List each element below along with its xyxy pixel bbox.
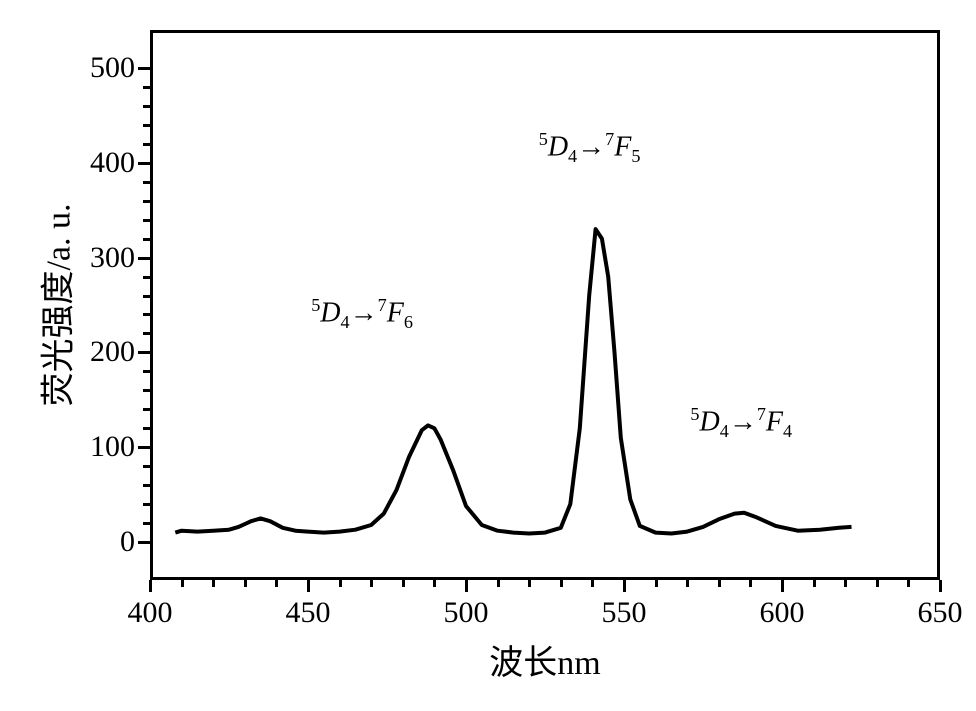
x-tick-minor — [433, 580, 436, 587]
y-tick-minor — [143, 181, 150, 184]
y-tick-label: 100 — [80, 430, 135, 464]
y-tick-minor — [143, 313, 150, 316]
y-tick-minor — [143, 295, 150, 298]
x-tick-minor — [560, 580, 563, 587]
y-tick-minor — [143, 503, 150, 506]
x-tick-major — [623, 580, 626, 592]
peak-annotation: 5D4→7F5 — [539, 129, 641, 167]
x-tick-minor — [844, 580, 847, 587]
peak-annotation: 5D4→7F6 — [311, 295, 413, 333]
x-tick-minor — [655, 580, 658, 587]
x-tick-major — [781, 580, 784, 592]
x-tick-minor — [907, 580, 910, 587]
x-tick-minor — [181, 580, 184, 587]
x-tick-minor — [402, 580, 405, 587]
y-tick-minor — [143, 408, 150, 411]
y-tick-minor — [143, 276, 150, 279]
x-tick-minor — [212, 580, 215, 587]
x-tick-major — [939, 580, 942, 592]
x-tick-minor — [749, 580, 752, 587]
peak-annotation: 5D4→7F4 — [690, 404, 792, 442]
y-tick-minor — [143, 465, 150, 468]
x-tick-minor — [497, 580, 500, 587]
y-axis-title: 荧光强度/a. u. — [31, 203, 80, 406]
y-tick-label: 200 — [80, 335, 135, 369]
x-tick-label: 500 — [444, 596, 489, 630]
y-tick-label: 500 — [80, 51, 135, 85]
y-tick-minor — [143, 124, 150, 127]
x-tick-minor — [813, 580, 816, 587]
y-tick-minor — [143, 105, 150, 108]
y-tick-minor — [143, 238, 150, 241]
x-tick-major — [307, 580, 310, 592]
x-tick-minor — [339, 580, 342, 587]
x-axis-title: 波长nm — [489, 635, 600, 684]
spectrum-figure: 波长nm 荧光强度/a. u. 400 450 500 550 600 650 0 100 20… — [0, 0, 976, 711]
y-tick-label: 300 — [80, 241, 135, 275]
x-tick-label: 600 — [760, 596, 805, 630]
y-tick-minor — [143, 389, 150, 392]
x-tick-minor — [686, 580, 689, 587]
y-tick-major — [138, 257, 150, 260]
y-tick-minor — [143, 219, 150, 222]
y-tick-minor — [143, 143, 150, 146]
y-tick-minor — [143, 200, 150, 203]
y-tick-label: 0 — [80, 525, 135, 559]
x-tick-minor — [718, 580, 721, 587]
x-tick-minor — [528, 580, 531, 587]
y-tick-major — [138, 67, 150, 70]
y-tick-minor — [143, 522, 150, 525]
x-tick-label: 550 — [602, 596, 647, 630]
x-tick-minor — [370, 580, 373, 587]
x-tick-major — [465, 580, 468, 592]
x-tick-minor — [591, 580, 594, 587]
y-tick-minor — [143, 332, 150, 335]
x-tick-major — [149, 580, 152, 592]
x-tick-minor — [244, 580, 247, 587]
y-tick-minor — [143, 86, 150, 89]
y-tick-minor — [143, 427, 150, 430]
y-tick-major — [138, 162, 150, 165]
y-tick-major — [138, 446, 150, 449]
y-tick-major — [138, 541, 150, 544]
y-tick-minor — [143, 484, 150, 487]
x-tick-minor — [876, 580, 879, 587]
y-tick-label: 400 — [80, 146, 135, 180]
x-tick-label: 400 — [128, 596, 173, 630]
x-tick-label: 650 — [918, 596, 963, 630]
x-tick-label: 450 — [286, 596, 331, 630]
y-tick-minor — [143, 370, 150, 373]
y-tick-major — [138, 351, 150, 354]
x-tick-minor — [275, 580, 278, 587]
